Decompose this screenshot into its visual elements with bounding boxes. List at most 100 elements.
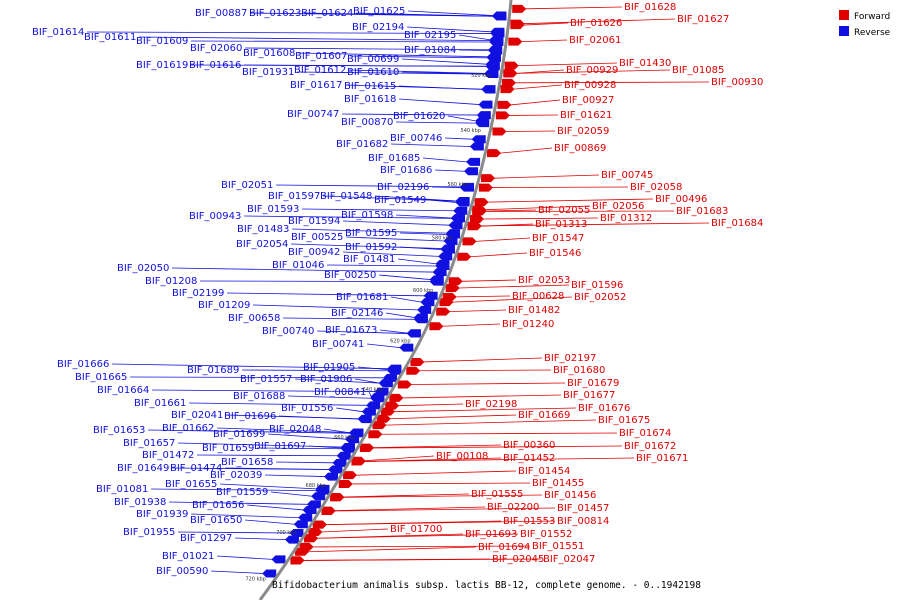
reverse-gene[interactable] (262, 569, 277, 578)
gene-label[interactable]: BIF_02194 (352, 22, 404, 33)
forward-gene[interactable] (487, 149, 502, 158)
reverse-gene[interactable] (417, 305, 432, 314)
gene-label[interactable]: BIF_00590 (156, 566, 208, 577)
gene-label[interactable]: BIF_01671 (636, 453, 688, 464)
reverse-gene[interactable] (271, 555, 286, 564)
gene-label[interactable]: BIF_00108 (436, 451, 488, 462)
reverse-gene[interactable] (486, 53, 501, 62)
gene-label[interactable]: BIF_01680 (553, 365, 605, 376)
gene-label[interactable]: BIF_01594 (288, 216, 340, 227)
forward-gene[interactable] (469, 215, 484, 224)
reverse-gene[interactable] (464, 167, 479, 176)
reverse-gene[interactable] (466, 157, 481, 166)
reverse-gene[interactable] (289, 529, 304, 538)
gene-label[interactable]: BIF_01674 (619, 428, 671, 439)
reverse-gene[interactable] (324, 472, 339, 481)
gene-label[interactable]: BIF_01621 (560, 110, 612, 121)
reverse-gene[interactable] (432, 268, 447, 277)
gene-label[interactable]: BIF_01675 (598, 415, 650, 426)
reverse-gene[interactable] (420, 298, 435, 307)
gene-label[interactable]: BIF_01625 (353, 6, 405, 17)
reverse-gene[interactable] (478, 100, 493, 109)
gene-label[interactable]: BIF_01546 (529, 248, 581, 259)
forward-gene[interactable] (495, 111, 510, 120)
gene-label[interactable]: BIF_01697 (254, 441, 306, 452)
forward-gene[interactable] (503, 69, 518, 78)
reverse-gene[interactable] (490, 29, 505, 38)
reverse-gene[interactable] (440, 245, 455, 254)
gene-label[interactable]: BIF_02041 (171, 410, 223, 421)
gene-label[interactable]: BIF_02196 (377, 182, 429, 193)
gene-label[interactable]: BIF_02061 (569, 35, 621, 46)
reverse-gene[interactable] (485, 62, 500, 71)
gene-label[interactable]: BIF_00745 (601, 170, 653, 181)
forward-gene[interactable] (436, 307, 451, 316)
forward-gene[interactable] (376, 414, 391, 423)
gene-label[interactable]: BIF_01931 (242, 67, 294, 78)
gene-label[interactable]: BIF_01693 (465, 529, 517, 540)
gene-label[interactable]: BIF_01313 (535, 219, 587, 230)
gene-label[interactable]: BIF_01676 (578, 403, 630, 414)
gene-label[interactable]: BIF_01688 (233, 391, 285, 402)
gene-label[interactable]: BIF_01297 (180, 533, 232, 544)
reverse-gene[interactable] (357, 415, 372, 424)
gene-label[interactable]: BIF_02051 (221, 180, 273, 191)
forward-gene[interactable] (462, 237, 477, 246)
gene-label[interactable]: BIF_00841 (314, 387, 366, 398)
gene-label[interactable]: BIF_02059 (557, 126, 609, 137)
reverse-gene[interactable] (328, 465, 343, 474)
gene-label[interactable]: BIF_00628 (512, 291, 564, 302)
reverse-gene[interactable] (443, 237, 458, 246)
gene-label[interactable]: BIF_00496 (655, 194, 707, 205)
gene-label[interactable]: BIF_02053 (518, 275, 570, 286)
forward-gene[interactable] (406, 366, 421, 375)
gene-label[interactable]: BIF_01472 (142, 450, 194, 461)
gene-label[interactable]: BIF_01556 (281, 403, 333, 414)
gene-label[interactable]: BIF_01549 (374, 195, 426, 206)
gene-label[interactable]: BIF_01906 (300, 374, 352, 385)
gene-label[interactable]: BIF_02195 (404, 30, 456, 41)
gene-label[interactable]: BIF_01208 (145, 276, 197, 287)
reverse-gene[interactable] (345, 435, 360, 444)
gene-label[interactable]: BIF_01666 (57, 359, 109, 370)
gene-label[interactable]: BIF_00699 (347, 54, 399, 65)
gene-label[interactable]: BIF_02200 (487, 502, 539, 513)
gene-label[interactable]: BIF_01686 (380, 165, 432, 176)
reverse-gene[interactable] (349, 428, 364, 437)
forward-gene[interactable] (448, 277, 463, 286)
gene-label[interactable]: BIF_01552 (520, 529, 572, 540)
gene-label[interactable]: BIF_00928 (564, 80, 616, 91)
gene-label[interactable]: BIF_01624 (301, 8, 353, 19)
gene-label[interactable]: BIF_01617 (290, 80, 342, 91)
reverse-gene[interactable] (455, 198, 470, 207)
gene-label[interactable]: BIF_00869 (554, 143, 606, 154)
reverse-gene[interactable] (311, 492, 326, 501)
forward-gene[interactable] (299, 542, 314, 551)
gene-label[interactable]: BIF_00929 (566, 65, 618, 76)
forward-gene[interactable] (501, 78, 516, 87)
reverse-gene[interactable] (302, 505, 317, 514)
gene-label[interactable]: BIF_01685 (368, 153, 420, 164)
gene-label[interactable]: BIF_01611 (84, 32, 136, 43)
gene-label[interactable]: BIF_01483 (237, 224, 289, 235)
gene-label[interactable]: BIF_02060 (190, 43, 242, 54)
gene-label[interactable]: BIF_01557 (240, 374, 292, 385)
gene-label[interactable]: BIF_02047 (543, 554, 595, 565)
gene-label[interactable]: BIF_00250 (324, 270, 376, 281)
gene-label[interactable]: BIF_02197 (544, 353, 596, 364)
forward-gene[interactable] (343, 471, 358, 480)
reverse-gene[interactable] (293, 520, 308, 529)
forward-gene[interactable] (312, 520, 327, 529)
gene-label[interactable]: BIF_02146 (331, 308, 383, 319)
forward-gene[interactable] (385, 401, 400, 410)
forward-gene[interactable] (497, 100, 512, 109)
gene-label[interactable]: BIF_01656 (192, 500, 244, 511)
forward-gene[interactable] (512, 4, 527, 13)
forward-gene[interactable] (368, 430, 383, 439)
gene-label[interactable]: BIF_01482 (508, 305, 560, 316)
gene-label[interactable]: BIF_01664 (97, 385, 149, 396)
gene-label[interactable]: BIF_01650 (190, 515, 242, 526)
gene-label[interactable]: BIF_00658 (228, 313, 280, 324)
gene-label[interactable]: BIF_01608 (243, 48, 295, 59)
gene-label[interactable]: BIF_01454 (518, 466, 570, 477)
